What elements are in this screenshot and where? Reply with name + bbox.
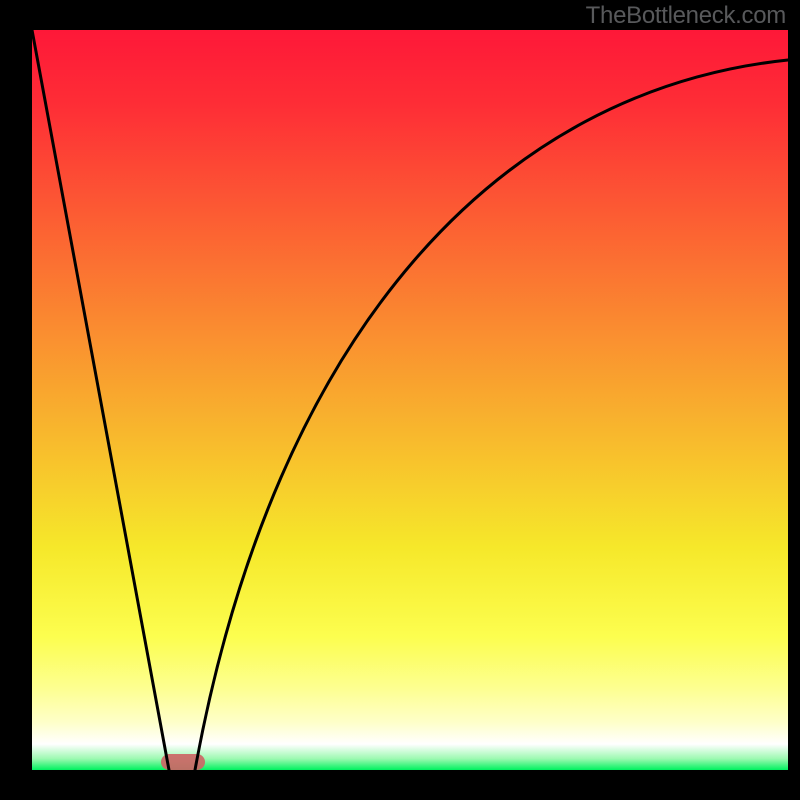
curve-right-branch — [195, 60, 788, 770]
curve-left-branch — [32, 30, 169, 770]
watermark-text: TheBottleneck.com — [586, 2, 786, 30]
chart-frame: TheBottleneck.com — [0, 0, 800, 800]
curve-layer — [0, 0, 800, 800]
